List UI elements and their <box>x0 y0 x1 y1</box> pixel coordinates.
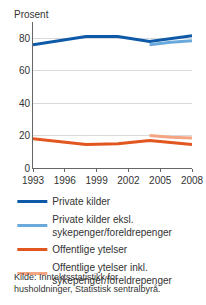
svg-text:0: 0 <box>24 163 30 174</box>
svg-text:80: 80 <box>19 33 31 44</box>
svg-text:1993: 1993 <box>22 175 45 186</box>
svg-text:40: 40 <box>19 98 31 109</box>
svg-text:20: 20 <box>19 130 31 141</box>
svg-text:Kilde: Inntektsstatistikk forh: Kilde: Inntektsstatistikk forhusholdning… <box>14 272 161 294</box>
svg-text:Private kilder eksl.sykepenger: Private kilder eksl.sykepenger/foreldrep… <box>52 214 172 238</box>
svg-text:1996: 1996 <box>54 175 77 186</box>
svg-text:2005: 2005 <box>149 175 172 186</box>
svg-text:Prosent: Prosent <box>14 9 49 20</box>
svg-text:2008: 2008 <box>181 175 204 186</box>
svg-text:Private kilder: Private kilder <box>52 196 110 207</box>
svg-text:60: 60 <box>19 65 31 76</box>
svg-text:1999: 1999 <box>85 175 108 186</box>
svg-text:2002: 2002 <box>117 175 140 186</box>
svg-text:Offentlige ytelser: Offentlige ytelser <box>52 244 128 255</box>
svg-text:Offentlige ytelser inkl.sykepe: Offentlige ytelser inkl.sykepenger/forel… <box>52 262 172 286</box>
